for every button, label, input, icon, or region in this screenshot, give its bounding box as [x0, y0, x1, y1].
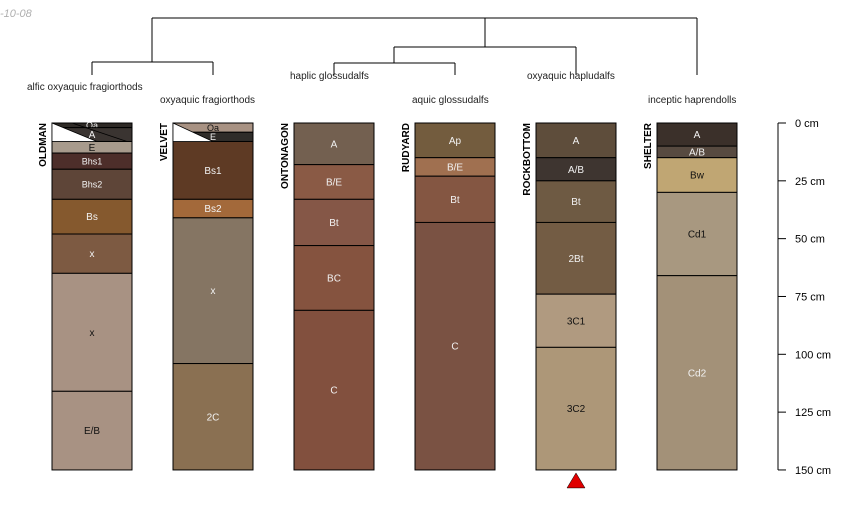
- depth-axis: 0 cm 25 cm 50 cm 75 cm 100 cm 125 cm 150 cm: [777, 118, 831, 477]
- date-stamp: -10-08: [0, 8, 32, 20]
- horizon-label: Bs2: [204, 204, 222, 215]
- horizon-label: E/B: [84, 426, 100, 437]
- profile-name: ONTONAGON: [280, 123, 291, 189]
- taxonomic-subgroup-label: inceptic haprendolls: [648, 95, 736, 106]
- soil-profile-ontonagon: A B/E Bt BC C ONTONAGON: [280, 122, 375, 471]
- depth-tick-label: 125 cm: [795, 407, 831, 419]
- horizon-label: B/E: [447, 162, 463, 173]
- horizon-block: [414, 221, 496, 471]
- depth-tick-label: 25 cm: [795, 176, 825, 188]
- horizon-block: [293, 122, 375, 166]
- horizon-boundary-wedge: [51, 122, 98, 142]
- horizon-label: Bs1: [204, 166, 222, 177]
- horizon-label: Bhs1: [82, 156, 103, 166]
- horizon-label: A: [573, 136, 580, 147]
- horizon-label: BC: [327, 273, 341, 284]
- depth-tick-label: 75 cm: [795, 291, 825, 303]
- horizon-boundary-wedge: [71, 122, 128, 142]
- horizon-label: Bt: [329, 218, 339, 229]
- horizon-block: [172, 363, 254, 471]
- horizon-block: [293, 309, 375, 471]
- horizon-block: [414, 175, 496, 223]
- horizon-block: [414, 122, 496, 159]
- horizon-label: Cd1: [688, 230, 707, 241]
- soil-profile-rudyard: Ap B/E Bt C RUDYARD: [401, 122, 496, 471]
- horizon-label: Cd2: [688, 368, 707, 379]
- horizon-label: A/B: [689, 147, 705, 158]
- profile-name: ROCKBOTTOM: [522, 123, 533, 196]
- horizon-block: [535, 346, 617, 471]
- horizon-block: [656, 275, 738, 471]
- horizon-block: [535, 221, 617, 295]
- profile-name: RUDYARD: [401, 123, 412, 172]
- soil-profile-shelter: A A/B Bw Cd1 Cd2 SHELTER: [643, 122, 738, 471]
- horizon-label: E: [89, 143, 96, 154]
- taxonomic-subgroup-label: aquic glossudalfs: [412, 95, 489, 106]
- depth-tick-label: 0 cm: [795, 118, 819, 130]
- horizon-label: Bt: [571, 197, 581, 208]
- horizon-label: Ap: [449, 136, 462, 147]
- horizon-label: B/E: [326, 177, 342, 188]
- depth-tick-label: 100 cm: [795, 349, 831, 361]
- dendrogram-link: [91, 18, 214, 75]
- horizon-label: 3C1: [567, 316, 586, 327]
- horizon-label: A: [694, 130, 701, 141]
- horizon-label: 2Bt: [568, 254, 583, 265]
- horizon-block: [535, 293, 617, 348]
- profile-name: VELVET: [159, 123, 170, 161]
- taxonomic-subgroup-label: haplic glossudalfs: [290, 71, 369, 82]
- horizon-label: Bhs2: [82, 179, 103, 189]
- horizon-boundary-wedge: [172, 122, 214, 142]
- horizon-block: [51, 390, 133, 471]
- profile-name: OLDMAN: [38, 123, 49, 167]
- horizon-label: A: [331, 139, 338, 150]
- horizon-block: [535, 122, 617, 159]
- horizon-block: [293, 245, 375, 311]
- dendrogram: [91, 17, 698, 75]
- taxonomic-subgroup-label: oxyaquic hapludalfs: [527, 71, 615, 82]
- depth-tick-label: 150 cm: [795, 465, 831, 477]
- horizon-label: Bt: [450, 195, 460, 206]
- horizon-label: Bw: [690, 171, 705, 182]
- soil-profile-velvet: OaE Bs1 Bs2 x 2C VELVET: [159, 122, 254, 471]
- horizon-block: [656, 157, 738, 193]
- horizon-label: 3C2: [567, 404, 586, 415]
- horizon-block: [51, 168, 133, 200]
- horizon-label: A/B: [568, 165, 584, 176]
- horizon-label: Bs: [86, 212, 98, 223]
- horizon-block: [51, 272, 133, 392]
- horizon-label: E: [210, 132, 216, 142]
- horizon-block: [293, 164, 375, 200]
- dendrogram-link: [152, 17, 698, 75]
- horizon-label: x: [211, 286, 216, 297]
- horizon-label: C: [451, 342, 458, 353]
- dendrogram-link: [333, 18, 577, 75]
- horizon-label: Oa: [207, 123, 219, 133]
- profile-name: SHELTER: [643, 122, 654, 169]
- horizon-label: Oa: [86, 120, 98, 130]
- horizon-label: x: [90, 249, 95, 260]
- marker-triangle: [566, 472, 586, 489]
- horizon-block: [293, 198, 375, 247]
- horizon-block: [172, 217, 254, 365]
- soil-profile-rockbottom: A A/B Bt 2Bt 3C1 3C2 ROCKBOTTOM: [522, 122, 617, 489]
- taxonomic-subgroup-label: alfic oxyaquic fragiorthods: [27, 82, 143, 93]
- horizon-label: C: [330, 386, 337, 397]
- horizon-label: x: [90, 328, 95, 339]
- horizon-block: [51, 198, 133, 235]
- horizon-block: [51, 233, 133, 274]
- taxonomic-subgroup-label: oxyaquic fragiorthods: [160, 95, 255, 106]
- depth-tick-label: 50 cm: [795, 234, 825, 246]
- horizon-label: 2C: [207, 412, 220, 423]
- horizon-block: [656, 191, 738, 277]
- horizon-label: A: [89, 130, 96, 141]
